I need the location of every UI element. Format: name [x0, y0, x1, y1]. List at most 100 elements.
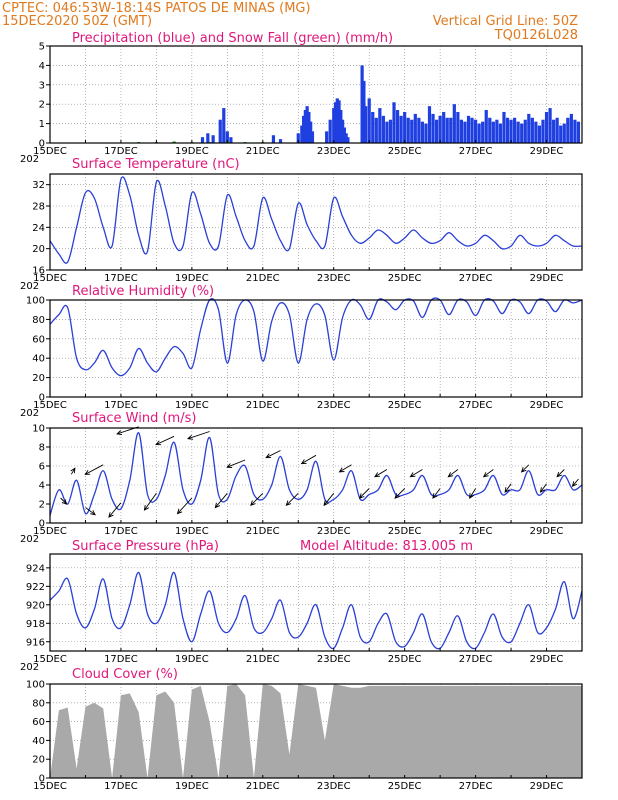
x-tick-label: 25DEC	[388, 400, 422, 411]
x-tick-label: 19DEC	[175, 781, 209, 792]
panel-precip: Precipitation (blue) and Snow Fall (gree…	[20, 31, 583, 165]
bar-precip	[491, 121, 495, 143]
x-year-fragment: 202	[20, 662, 39, 673]
panel-title-wind: Surface Wind (m/s)	[72, 411, 196, 426]
bar-precip	[410, 119, 414, 143]
y-tick-label: 80	[32, 698, 45, 709]
y-tick-label: 0	[39, 774, 45, 785]
x-tick-label: 25DEC	[388, 146, 422, 157]
bar-precip	[488, 117, 492, 143]
x-year-fragment: 202	[20, 154, 39, 165]
bar-precip	[413, 113, 417, 143]
x-tick-label: 23DEC	[317, 781, 351, 792]
bar-precip	[505, 117, 510, 143]
y-tick-label: 916	[26, 637, 45, 648]
wind-vector-arrow	[265, 450, 281, 459]
x-tick-label: 19DEC	[175, 400, 209, 411]
bar-precip	[537, 125, 542, 143]
x-tick-label: 29DEC	[530, 400, 564, 411]
bar-precip	[206, 133, 210, 143]
bar-precip	[431, 113, 435, 143]
x-tick-label: 15DEC	[33, 781, 67, 792]
panel-frame	[49, 683, 583, 779]
series-line-temp	[49, 176, 583, 264]
bar-precip	[562, 123, 566, 143]
bar-precip	[303, 110, 307, 143]
y-tick-label: 0	[39, 139, 45, 150]
bar-precip	[222, 108, 226, 143]
bar-precip	[463, 121, 467, 143]
panel-frame	[49, 173, 583, 271]
bar-precip	[442, 111, 446, 143]
y-tick-label: 24	[32, 223, 45, 234]
x-tick-label: 19DEC	[175, 654, 209, 665]
bar-precip	[333, 102, 338, 143]
bar-precip	[278, 139, 283, 143]
bar-snow	[172, 141, 176, 143]
bar-precip	[513, 117, 517, 143]
bar-precip	[474, 119, 478, 143]
panel-rh: Relative Humidity (%) 0 20 40 60 80 100 15DEC 17…	[20, 284, 583, 419]
y-tick-label: 20	[32, 755, 45, 766]
x-tick-label: 23DEC	[317, 146, 351, 157]
y-tick-label: 3	[39, 80, 45, 91]
bar-precip	[502, 111, 506, 143]
bar-precip	[424, 123, 428, 143]
bar-precip	[367, 98, 371, 143]
y-tick-label: 10	[32, 424, 45, 435]
bar-precip	[484, 110, 488, 143]
bar-precip	[381, 115, 385, 143]
y-tick-label: 32	[32, 180, 45, 191]
wind-vector-arrow	[70, 467, 76, 475]
bar-precip	[427, 106, 432, 143]
wind-vector-arrow	[432, 488, 441, 499]
bar-precip	[374, 117, 378, 143]
bar-precip	[530, 117, 534, 143]
wind-vector-arrow	[556, 469, 565, 478]
bar-precip	[300, 125, 304, 143]
wind-vector-arrow	[394, 488, 406, 499]
series-line-rh	[49, 297, 583, 377]
y-tick-label: 20	[32, 373, 45, 384]
wind-vector-arrow	[285, 492, 299, 507]
panel-frame	[49, 427, 583, 524]
wind-vector-arrow	[482, 469, 494, 478]
header-date: 15DEC2020 50Z (GMT)	[2, 14, 152, 29]
y-tick-label: 4	[39, 61, 45, 72]
wind-vector-arrow	[143, 493, 157, 511]
x-tick-label: 29DEC	[530, 654, 564, 665]
panel-frame	[49, 45, 583, 144]
x-tick-label: 25DEC	[388, 781, 422, 792]
bar-precip	[520, 123, 524, 143]
wind-vector-arrow	[323, 493, 335, 507]
panel-cloud: Cloud Cover (%) 0 20 40 60 80 100 15DEC 17DEC 19D…	[26, 667, 583, 792]
header-grid-note: Vertical Grid Line: 50Z	[433, 14, 578, 29]
bar-precip	[335, 98, 339, 143]
x-tick-label: 15DEC	[33, 146, 67, 157]
wind-vector-arrow	[84, 464, 104, 475]
panel-temp: Surface Temperature (nC) 16 20 24 28 32 15DEC 1…	[20, 157, 583, 292]
bar-precip	[341, 119, 345, 143]
y-tick-label: 2	[39, 500, 45, 511]
bar-precip	[456, 111, 460, 143]
bar-precip	[385, 121, 389, 143]
x-tick-label: 17DEC	[104, 781, 138, 792]
bar-precip	[434, 119, 439, 143]
bar-precip	[481, 121, 485, 143]
x-tick-label: 29DEC	[530, 526, 564, 537]
x-year-fragment: 202	[20, 534, 39, 545]
wind-vector-arrow	[358, 488, 370, 499]
bar-precip	[371, 111, 375, 143]
bar-precip	[307, 111, 311, 143]
cloud-area	[50, 684, 582, 778]
wind-vector-arrow	[338, 464, 352, 473]
bar-precip	[449, 117, 453, 143]
bar-precip	[305, 106, 309, 143]
bar-precip	[229, 137, 233, 143]
wind-vector-arrow	[409, 469, 423, 478]
y-tick-label: 920	[26, 600, 45, 611]
wind-vector-arrow	[373, 469, 388, 478]
panel-pressure: Surface Pressure (hPa) Model Altitude: 81…	[20, 539, 583, 673]
bar-precip	[576, 121, 581, 143]
wind-vector-arrow	[214, 493, 228, 509]
